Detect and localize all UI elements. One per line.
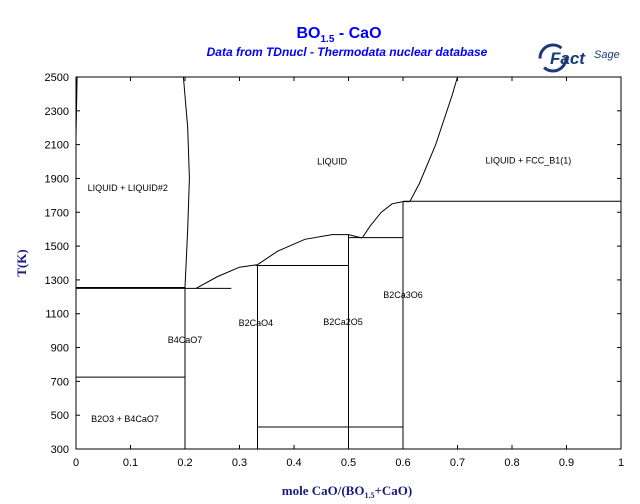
y-axis-title: T(K) bbox=[14, 249, 29, 276]
x-tick-label-7: 0.7 bbox=[450, 457, 465, 469]
x-axis-title-post: +CaO) bbox=[374, 483, 412, 498]
chart-title-subscript: 1.5 bbox=[320, 34, 334, 45]
chart-title-main: BO bbox=[296, 25, 320, 42]
y-tick-label-5: 1300 bbox=[45, 275, 69, 287]
region-label-0: LIQUID bbox=[317, 157, 348, 167]
phase-boundary-miscibility-gap-left-edge bbox=[75, 76, 78, 137]
x-tick-label-2: 0.2 bbox=[177, 457, 192, 469]
y-tick-label-6: 1500 bbox=[45, 241, 69, 253]
x-tick-label-4: 0.4 bbox=[286, 457, 301, 469]
y-tick-label-8: 1900 bbox=[45, 173, 69, 185]
x-tick-label-0: 0 bbox=[73, 457, 79, 469]
region-label-2: LIQUID + LIQUID#2 bbox=[88, 183, 168, 193]
region-label-1: LIQUID + FCC_B1(1) bbox=[485, 156, 571, 166]
x-axis-title: mole CaO/(BO1.5+CaO) bbox=[282, 483, 412, 500]
logo-text-bold: Fact bbox=[550, 49, 586, 68]
region-label-7: B2O3 + B4CaO7 bbox=[91, 414, 159, 424]
x-axis: 0 0.1 0.2 0.3 0.4 0.5 0.6 0.7 0.8 0.9 1 bbox=[73, 77, 624, 469]
x-tick-label-10: 1 bbox=[618, 457, 624, 469]
region-label-6: B4CaO7 bbox=[168, 335, 203, 345]
phase-boundary-miscibility-gap-boundary bbox=[182, 76, 190, 288]
logo-text-light: Sage bbox=[594, 49, 620, 61]
y-tick-label-3: 900 bbox=[51, 343, 69, 355]
x-tick-label-8: 0.8 bbox=[504, 457, 519, 469]
logo-swirl bbox=[538, 43, 568, 73]
y-tick-label-9: 2100 bbox=[45, 140, 69, 152]
phase-boundary-liquidus-cao bbox=[409, 76, 458, 202]
x-tick-label-9: 0.9 bbox=[559, 457, 574, 469]
phase-lines bbox=[75, 76, 621, 449]
y-tick-label-10: 2300 bbox=[45, 106, 69, 118]
phase-boundary-liquidus-b2ca2o5 bbox=[257, 234, 363, 266]
region-label-3: B2Ca3O6 bbox=[383, 290, 423, 300]
x-tick-label-1: 0.1 bbox=[123, 457, 138, 469]
y-tick-label-0: 300 bbox=[51, 444, 69, 456]
x-axis-title-subscript: 1.5 bbox=[364, 491, 374, 500]
region-labels: LIQUID LIQUID + FCC_B1(1) LIQUID + LIQUID#… bbox=[88, 156, 572, 424]
x-tick-label-5: 0.5 bbox=[341, 457, 356, 469]
chart-title: BO1.5 - CaO bbox=[296, 25, 381, 45]
x-tick-label-6: 0.6 bbox=[395, 457, 410, 469]
y-axis: 300 500 700 900 1100 1300 1500 1700 1900 2100 2300… bbox=[45, 72, 621, 456]
y-tick-label-2: 700 bbox=[51, 376, 69, 388]
region-label-4: B2CaO4 bbox=[239, 318, 274, 328]
factsage-logo: Fact Sage bbox=[538, 43, 620, 73]
y-tick-label-7: 1700 bbox=[45, 207, 69, 219]
chart-subtitle: Data from TDnucl - Thermodata nuclear da… bbox=[207, 45, 488, 59]
phase-boundary-liquidus-b2cao4 bbox=[195, 264, 258, 289]
x-tick-label-3: 0.3 bbox=[232, 457, 247, 469]
chart-title-rest: - CaO bbox=[334, 25, 381, 42]
y-tick-label-11: 2500 bbox=[45, 72, 69, 84]
region-label-5: B2Ca2O5 bbox=[323, 317, 363, 327]
x-axis-title-pre: mole CaO/(BO bbox=[282, 483, 365, 498]
y-tick-label-4: 1100 bbox=[45, 309, 69, 321]
y-tick-label-1: 500 bbox=[51, 410, 69, 422]
